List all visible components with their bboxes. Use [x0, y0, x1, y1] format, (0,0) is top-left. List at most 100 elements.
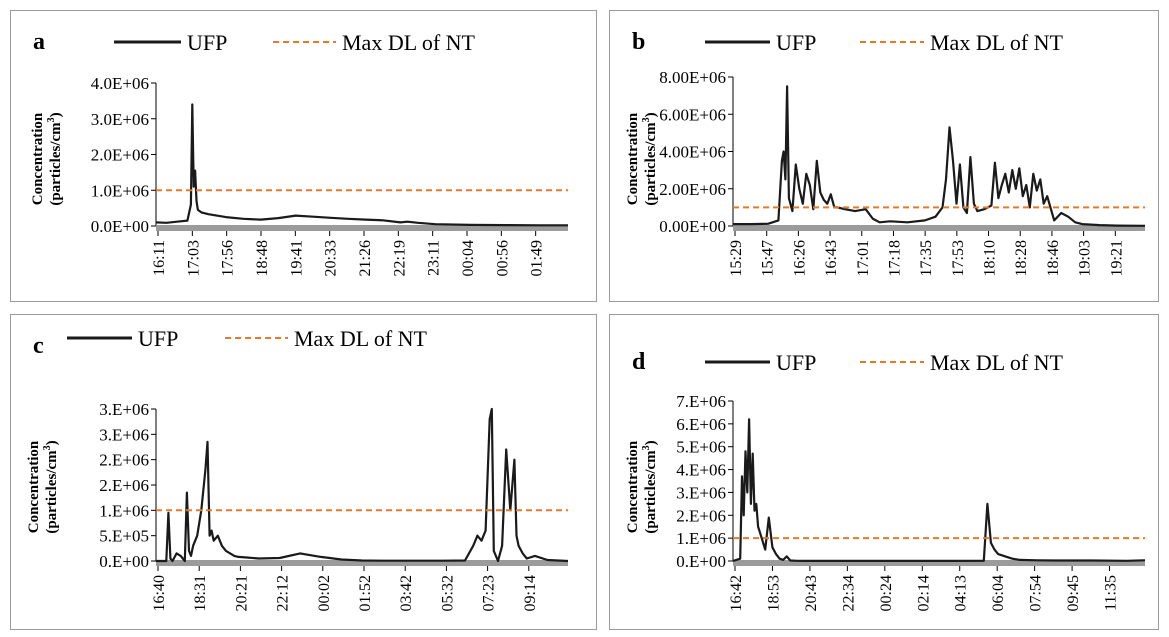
x-tick-label: 00:56 [494, 240, 511, 276]
plot-area-a: 0.0E+00 1.0E+06 2.0E+06 3.0E+06 4.0E+06 16:11… [91, 74, 568, 276]
x-tick-label: 16:42 [728, 575, 745, 611]
y-tick-label: 1.E+06 [99, 501, 149, 520]
series-ufp-line [733, 85, 1146, 227]
x-tick-label: 23:11 [426, 240, 443, 276]
plot-area-b: 0.00E+00 2.00E+06 4.00E+06 6.00E+06 8.00E+06… [659, 68, 1146, 276]
x-tick-label: 17:53 [950, 240, 967, 276]
legend-maxdl-label: Max DL of NT [342, 30, 476, 55]
y-tick-label: 6.00E+06 [659, 105, 726, 124]
y-tick-label: 3.E+06 [676, 483, 726, 502]
y-tick-label: 2.0E+06 [91, 146, 149, 165]
y-axis-title-c: Concentration (particles/cm3) [26, 440, 60, 534]
series-ufp-line [732, 418, 1146, 563]
x-tick-label: 00:04 [460, 240, 477, 276]
legend-ufp-label: UFP [187, 30, 227, 55]
y-tick-label: 2.E+06 [99, 476, 149, 495]
x-tick-label: 11:35 [1103, 575, 1120, 611]
y-axis-title-line1: Concentration [625, 440, 641, 533]
x-tick-label: 16:26 [791, 240, 808, 276]
y-axis-title-b: Concentration (particles/cm3) [625, 112, 659, 206]
y-tick-label: 3.0E+06 [91, 110, 149, 129]
x-tick-label: 09:45 [1065, 575, 1082, 611]
legend-maxdl-label: Max DL of NT [930, 30, 1064, 55]
legend-ufp-label: UFP [138, 326, 178, 351]
x-tick-label: 17:01 [855, 240, 872, 276]
chart-panel-a: a UFP Max DL of NT Concentration (partic… [10, 10, 597, 302]
x-tick-label: 20:21 [233, 575, 250, 611]
y-axis-title-line2: (particles/cm3) [641, 440, 659, 533]
series-ufp-line [156, 407, 569, 563]
y-tick-label: 3.E+06 [99, 400, 149, 419]
panel-label-b: b [632, 29, 645, 55]
x-tick-label: 18:28 [1013, 240, 1030, 276]
chart-panel-d: d UFP Max DL of NT Concentration (partic… [609, 314, 1159, 630]
legend-ufp-label: UFP [776, 350, 816, 375]
x-tick-label: 22:12 [275, 575, 292, 611]
legend-maxdl-label: Max DL of NT [294, 326, 428, 351]
x-tick-label: 09:14 [522, 575, 539, 611]
chart-panel-b: b UFP Max DL of NT Concentration (partic… [609, 10, 1159, 302]
y-tick-label: 4.E+06 [676, 461, 726, 480]
x-tick-label: 00:02 [316, 575, 333, 611]
y-tick-label: 0.0E+00 [91, 217, 149, 236]
y-tick-label: 3.E+06 [99, 425, 149, 444]
y-tick-label: 0.E+00 [99, 552, 149, 571]
x-tick-label: 18:53 [765, 575, 782, 611]
y-tick-label: 1.0E+06 [91, 181, 149, 200]
x-tick-label: 07:23 [481, 575, 498, 611]
panel-label-d: d [632, 349, 646, 375]
x-tick-label: 02:14 [915, 575, 932, 611]
legend-maxdl-label: Max DL of NT [930, 350, 1064, 375]
y-axis-title-line2: (particles/cm3) [46, 112, 64, 205]
x-tick-label: 00:24 [878, 575, 895, 611]
x-tick-label: 19:03 [1077, 240, 1094, 276]
series-ufp-line [155, 103, 568, 227]
plot-area-c: 0.E+00 5.E+05 1.E+06 2.E+06 2.E+06 3.E+06 3.E+… [99, 400, 569, 611]
y-axis-title-line2: (particles/cm3) [641, 112, 659, 205]
x-tick-label: 16:40 [151, 575, 168, 611]
plot-area-d: 0.E+00 1.E+06 2.E+06 3.E+06 4.E+06 5.E+06 6.E+… [676, 392, 1146, 611]
y-tick-label: 8.00E+06 [659, 68, 726, 87]
panel-label-a: a [33, 29, 45, 55]
x-tick-label: 05:32 [439, 575, 456, 611]
x-tick-label: 18:10 [982, 240, 999, 276]
x-tick-label: 03:42 [398, 575, 415, 611]
y-axis-title-line1: Concentration [625, 112, 641, 205]
y-tick-label: 1.E+06 [676, 529, 726, 548]
y-axis-title-line2: (particles/cm3) [42, 440, 60, 533]
x-tick-label: 21:26 [357, 240, 374, 276]
x-tick-label: 20:33 [323, 240, 340, 276]
x-tick-label: 17:03 [185, 240, 202, 276]
y-axis-title-line1: Concentration [26, 440, 42, 533]
x-tick-label: 17:56 [220, 240, 237, 276]
panel-label-c: c [33, 333, 44, 359]
y-tick-label: 4.0E+06 [91, 74, 149, 93]
x-tick-label: 19:41 [288, 240, 305, 276]
x-tick-label: 22:19 [391, 240, 408, 276]
y-tick-label: 2.E+06 [676, 506, 726, 525]
x-tick-label: 01:49 [529, 240, 546, 276]
y-tick-label: 0.E+00 [676, 552, 726, 571]
y-axis-title-d: Concentration (particles/cm3) [625, 440, 659, 534]
x-tick-label: 18:31 [192, 575, 209, 611]
chart-svg-d: d UFP Max DL of NT Concentration (partic… [625, 349, 1146, 611]
y-tick-label: 0.00E+00 [659, 217, 726, 236]
y-tick-label: 6.E+06 [676, 415, 726, 434]
y-axis-title-a: Concentration (particles/cm3) [30, 112, 64, 206]
x-tick-label: 15:29 [728, 240, 745, 276]
chart-svg-c: c UFP Max DL of NT Concentration (partic… [26, 326, 569, 611]
x-tick-label: 16:43 [823, 240, 840, 276]
x-tick-label: 17:18 [886, 240, 903, 276]
x-tick-label: 22:34 [840, 575, 857, 611]
chart-svg-b: b UFP Max DL of NT Concentration (partic… [625, 29, 1146, 276]
y-axis-title-line1: Concentration [30, 112, 46, 205]
x-tick-label: 04:13 [953, 575, 970, 611]
x-tick-label: 18:48 [254, 240, 271, 276]
x-tick-label: 17:35 [918, 240, 935, 276]
y-tick-label: 7.E+06 [676, 392, 726, 411]
y-tick-label: 5.E+05 [99, 527, 149, 546]
x-tick-label: 06:04 [990, 575, 1007, 611]
x-tick-label: 07:54 [1028, 575, 1045, 611]
chart-panel-c: c UFP Max DL of NT Concentration (partic… [10, 314, 597, 630]
y-tick-label: 2.E+06 [99, 451, 149, 470]
